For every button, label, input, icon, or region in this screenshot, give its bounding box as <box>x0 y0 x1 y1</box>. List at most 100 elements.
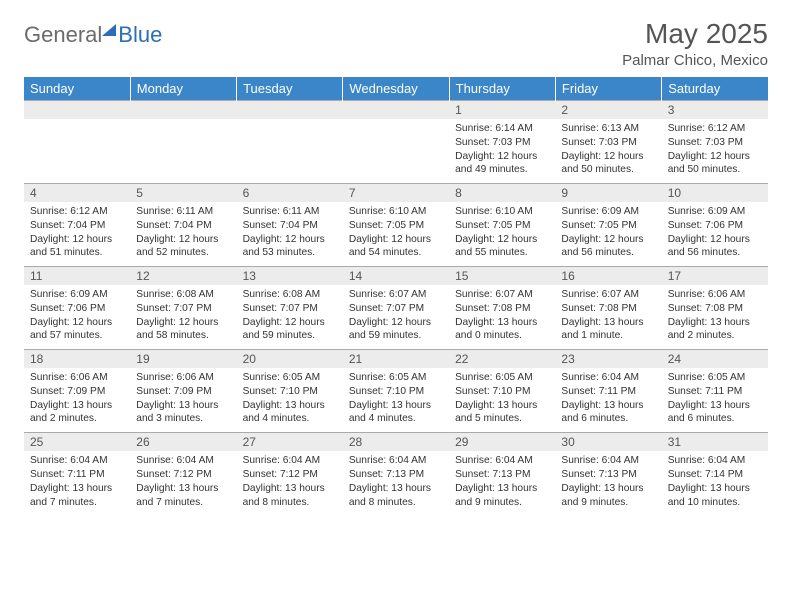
day-number-row: 1819 20 212223 24 <box>24 350 768 369</box>
daylight-line: Daylight: 12 hours and 52 minutes. <box>136 233 230 261</box>
logo-text-blue: Blue <box>118 22 162 48</box>
sunset-line: Sunset: 7:13 PM <box>349 468 443 482</box>
sunset-line: Sunset: 7:07 PM <box>243 302 337 316</box>
sunrise-line: Sunrise: 6:08 AM <box>136 288 230 302</box>
daylight-line: Daylight: 13 hours and 1 minute. <box>561 316 655 344</box>
day-number-row: 45678910 <box>24 184 768 203</box>
daylight-line: Daylight: 12 hours and 55 minutes. <box>455 233 549 261</box>
day-number: 15 <box>455 269 468 283</box>
sunrise-line: Sunrise: 6:04 AM <box>243 454 337 468</box>
day-header: Saturday <box>662 77 768 101</box>
sunrise-line: Sunrise: 6:11 AM <box>243 205 337 219</box>
day-number: 3 <box>668 103 675 117</box>
sunrise-line: Sunrise: 6:05 AM <box>455 371 549 385</box>
sunrise-line: Sunrise: 6:07 AM <box>561 288 655 302</box>
daylight-line: Daylight: 12 hours and 50 minutes. <box>561 150 655 178</box>
daylight-line: Daylight: 12 hours and 54 minutes. <box>349 233 443 261</box>
day-cell: Sunrise: 6:05 AMSunset: 7:10 PMDaylight:… <box>343 368 449 433</box>
sunrise-line: Sunrise: 6:09 AM <box>668 205 762 219</box>
day-number-cell: 23 <box>555 350 661 369</box>
sunset-line: Sunset: 7:10 PM <box>243 385 337 399</box>
day-number: 27 <box>243 435 256 449</box>
day-number-cell: 24 <box>662 350 768 369</box>
sunrise-line: Sunrise: 6:06 AM <box>30 371 124 385</box>
sunset-line: Sunset: 7:07 PM <box>349 302 443 316</box>
day-cell: Sunrise: 6:04 AMSunset: 7:12 PMDaylight:… <box>237 451 343 515</box>
sunrise-line: Sunrise: 6:04 AM <box>455 454 549 468</box>
sunset-line: Sunset: 7:05 PM <box>349 219 443 233</box>
sunrise-line: Sunrise: 6:05 AM <box>243 371 337 385</box>
sunrise-line: Sunrise: 6:13 AM <box>561 122 655 136</box>
sunrise-line: Sunrise: 6:14 AM <box>455 122 549 136</box>
day-number-cell: 30 <box>555 433 661 452</box>
day-number: 1 <box>455 103 462 117</box>
daylight-line: Daylight: 13 hours and 6 minutes. <box>561 399 655 427</box>
day-header: Thursday <box>449 77 555 101</box>
day-cell: Sunrise: 6:11 AMSunset: 7:04 PMDaylight:… <box>130 202 236 267</box>
day-number: 4 <box>30 186 37 200</box>
sunset-line: Sunset: 7:04 PM <box>136 219 230 233</box>
day-number-cell: 21 <box>343 350 449 369</box>
day-cell: Sunrise: 6:07 AMSunset: 7:08 PMDaylight:… <box>555 285 661 350</box>
day-number: 20 <box>243 352 256 366</box>
day-number: 6 <box>243 186 250 200</box>
day-number: 13 <box>243 269 256 283</box>
sunset-line: Sunset: 7:06 PM <box>668 219 762 233</box>
logo: General Blue <box>24 18 162 48</box>
daylight-line: Daylight: 12 hours and 56 minutes. <box>561 233 655 261</box>
day-cell: Sunrise: 6:06 AMSunset: 7:09 PMDaylight:… <box>130 368 236 433</box>
sunrise-line: Sunrise: 6:11 AM <box>136 205 230 219</box>
day-cell: Sunrise: 6:04 AMSunset: 7:11 PMDaylight:… <box>24 451 130 515</box>
sunset-line: Sunset: 7:03 PM <box>668 136 762 150</box>
sunrise-line: Sunrise: 6:04 AM <box>561 454 655 468</box>
sunset-line: Sunset: 7:03 PM <box>455 136 549 150</box>
day-cell: Sunrise: 6:06 AMSunset: 7:09 PMDaylight:… <box>24 368 130 433</box>
day-number-cell: 4 <box>24 184 130 203</box>
day-number: 31 <box>668 435 681 449</box>
sunrise-line: Sunrise: 6:10 AM <box>349 205 443 219</box>
day-cell: Sunrise: 6:09 AMSunset: 7:06 PMDaylight:… <box>662 202 768 267</box>
day-cell: Sunrise: 6:04 AMSunset: 7:13 PMDaylight:… <box>343 451 449 515</box>
sunset-line: Sunset: 7:05 PM <box>455 219 549 233</box>
day-number-cell: 20 <box>237 350 343 369</box>
daylight-line: Daylight: 12 hours and 56 minutes. <box>668 233 762 261</box>
daylight-line: Daylight: 12 hours and 57 minutes. <box>30 316 124 344</box>
day-header: Monday <box>130 77 236 101</box>
day-number-cell: 22 <box>449 350 555 369</box>
day-number-cell: 7 <box>343 184 449 203</box>
sunrise-line: Sunrise: 6:10 AM <box>455 205 549 219</box>
day-cell: Sunrise: 6:11 AMSunset: 7:04 PMDaylight:… <box>237 202 343 267</box>
sunset-line: Sunset: 7:04 PM <box>243 219 337 233</box>
day-cell <box>343 119 449 184</box>
day-cell: Sunrise: 6:08 AMSunset: 7:07 PMDaylight:… <box>130 285 236 350</box>
daylight-line: Daylight: 13 hours and 3 minutes. <box>136 399 230 427</box>
day-cell: Sunrise: 6:09 AMSunset: 7:05 PMDaylight:… <box>555 202 661 267</box>
sunset-line: Sunset: 7:04 PM <box>30 219 124 233</box>
day-cell: Sunrise: 6:10 AMSunset: 7:05 PMDaylight:… <box>343 202 449 267</box>
day-number-cell: 10 <box>662 184 768 203</box>
sunrise-line: Sunrise: 6:06 AM <box>136 371 230 385</box>
sunrise-line: Sunrise: 6:08 AM <box>243 288 337 302</box>
daylight-line: Daylight: 13 hours and 9 minutes. <box>561 482 655 510</box>
day-cell: Sunrise: 6:05 AMSunset: 7:10 PMDaylight:… <box>449 368 555 433</box>
day-number: 16 <box>561 269 574 283</box>
sunset-line: Sunset: 7:06 PM <box>30 302 124 316</box>
day-number: 2 <box>561 103 568 117</box>
day-number-cell: 14 <box>343 267 449 286</box>
calendar-body: 123Sunrise: 6:14 AMSunset: 7:03 PMDaylig… <box>24 101 768 516</box>
day-cell: Sunrise: 6:04 AMSunset: 7:11 PMDaylight:… <box>555 368 661 433</box>
day-number: 24 <box>668 352 681 366</box>
day-number-cell: 25 <box>24 433 130 452</box>
day-number-row: 1 2 3 <box>24 101 768 120</box>
day-number-cell <box>237 101 343 120</box>
day-number-cell: 18 <box>24 350 130 369</box>
sunrise-line: Sunrise: 6:04 AM <box>136 454 230 468</box>
sunrise-line: Sunrise: 6:12 AM <box>668 122 762 136</box>
day-number-cell: 31 <box>662 433 768 452</box>
day-number-cell: 19 <box>130 350 236 369</box>
day-number-cell: 3 <box>662 101 768 120</box>
sunrise-line: Sunrise: 6:04 AM <box>30 454 124 468</box>
day-header: Wednesday <box>343 77 449 101</box>
sunset-line: Sunset: 7:12 PM <box>136 468 230 482</box>
day-number: 10 <box>668 186 681 200</box>
